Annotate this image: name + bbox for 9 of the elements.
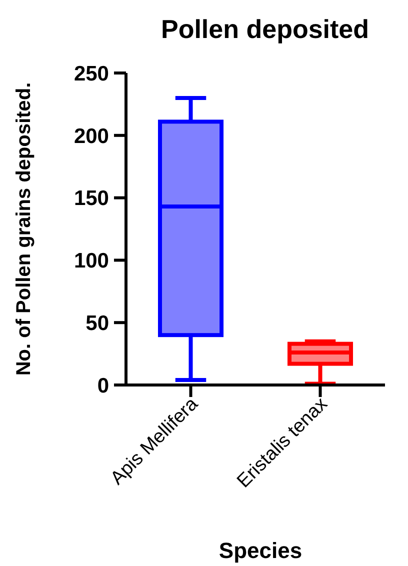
chart-title: Pollen deposited [160,14,370,44]
y-axis-title: No. of Pollen grains deposited. [13,82,35,376]
y-tick-label: 250 [74,62,109,86]
y-tick-label: 50 [86,312,109,335]
y-tick-label: 200 [74,124,109,148]
y-tick-label: 0 [97,374,109,398]
x-axis-title: Species [218,538,302,563]
y-tick-label: 100 [74,250,109,273]
y-tick-label: 150 [74,187,109,210]
